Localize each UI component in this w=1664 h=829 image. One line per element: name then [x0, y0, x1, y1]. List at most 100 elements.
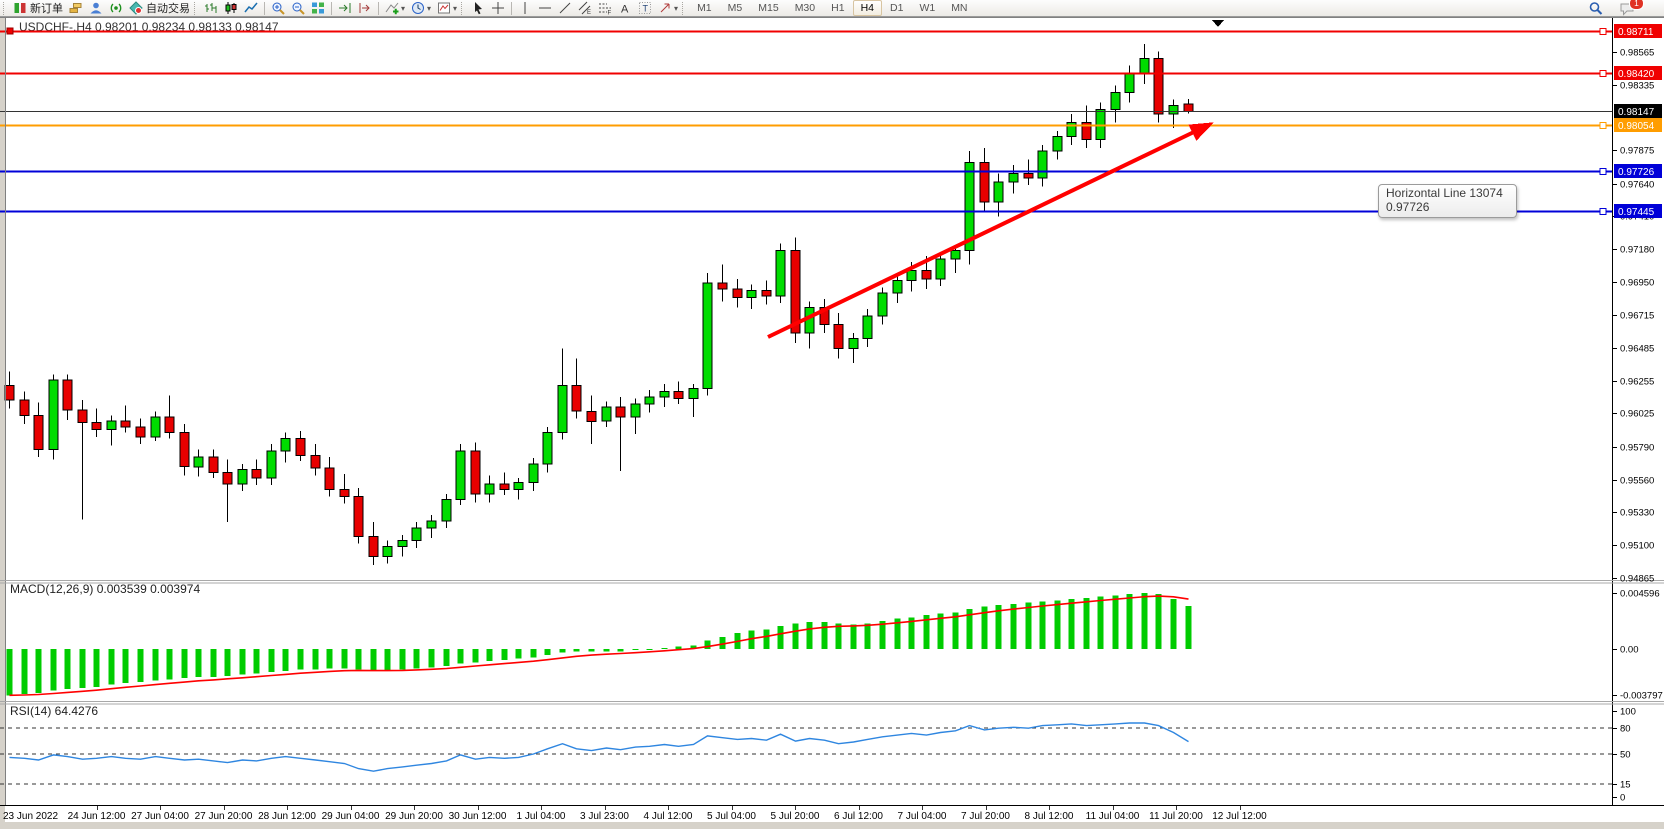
- text-label-tool-button[interactable]: T: [635, 1, 655, 16]
- bar-chart-mode-button[interactable]: [201, 1, 221, 16]
- crosshair-tool-button[interactable]: [488, 1, 508, 16]
- vertical-line-icon: [524, 2, 526, 14]
- macd-histogram-bar: [1126, 594, 1133, 649]
- candle-body: [1052, 136, 1063, 152]
- time-axis-label: 6 Jul 12:00: [834, 811, 883, 822]
- line-handle[interactable]: [1599, 208, 1607, 215]
- hline-left-handle[interactable]: [6, 27, 14, 35]
- cursor-icon: [475, 2, 483, 15]
- candle-body: [790, 250, 801, 334]
- fibonacci-tool-button[interactable]: F: [595, 1, 615, 16]
- candle-body: [339, 489, 350, 498]
- arrows-tool-button[interactable]: ▾: [655, 1, 681, 16]
- macd-histogram-bar: [384, 649, 391, 671]
- rsi-tick-label: 100: [1620, 707, 1636, 718]
- candlestick-mode-button[interactable]: [221, 1, 241, 16]
- indicators-button[interactable]: ▾: [382, 1, 408, 16]
- signals-button[interactable]: [106, 1, 126, 16]
- community-button[interactable]: [86, 1, 106, 16]
- timeframe-M5[interactable]: M5: [727, 2, 743, 14]
- dropdown-caret-icon: ▾: [401, 3, 406, 13]
- candle-body: [761, 289, 772, 297]
- candle-body: [1037, 150, 1048, 179]
- gold-ingot-icon: [69, 3, 82, 13]
- channel-tool-button[interactable]: E: [575, 1, 595, 16]
- horizontal-line-tool-button[interactable]: [535, 1, 555, 16]
- candle-body: [1124, 73, 1135, 94]
- macd-histogram-bar: [544, 649, 551, 656]
- line-chart-mode-button[interactable]: [241, 1, 261, 16]
- new-order-icon: [14, 3, 26, 13]
- macd-histogram-bar: [312, 649, 319, 670]
- candle-body: [19, 399, 30, 417]
- price-tick-label: 0.94865: [1620, 574, 1654, 585]
- candle-body: [368, 536, 379, 557]
- line-handle[interactable]: [1599, 168, 1607, 175]
- candle-body: [892, 279, 903, 294]
- vertical-line-tool-button[interactable]: [515, 1, 535, 16]
- time-axis-label: 29 Jun 04:00: [322, 811, 380, 822]
- macd-histogram-bar: [443, 649, 450, 667]
- chart-shift-marker[interactable]: [1212, 20, 1224, 27]
- line-handle[interactable]: [1599, 122, 1607, 129]
- search-icon: [1589, 1, 1603, 15]
- macd-histogram-bar: [1185, 605, 1192, 649]
- timeframe-W1[interactable]: W1: [919, 2, 936, 14]
- tile-windows-button[interactable]: [308, 1, 328, 16]
- macd-histogram-bar: [1054, 600, 1061, 649]
- timeframe-H1[interactable]: H1: [831, 2, 845, 14]
- candle-body: [557, 385, 568, 434]
- text-tool-button[interactable]: A: [615, 1, 635, 16]
- chart-shift-button[interactable]: [355, 1, 375, 16]
- templates-button[interactable]: ▾: [434, 1, 460, 16]
- timeframe-M15[interactable]: M15: [758, 2, 779, 14]
- timeframe-M30[interactable]: M30: [794, 2, 816, 14]
- timeframe-MN[interactable]: MN: [951, 2, 968, 14]
- candle-body: [310, 454, 321, 469]
- macd-histogram-bar: [864, 623, 871, 649]
- chat-unread-badge: 1: [1629, 0, 1644, 10]
- timeframe-H4[interactable]: H4: [852, 0, 882, 16]
- periods-button[interactable]: ▾: [408, 1, 434, 16]
- macd-tick-label: 0.00: [1620, 645, 1639, 656]
- gold-button[interactable]: [66, 1, 86, 16]
- candle-body: [935, 258, 946, 280]
- macd-histogram-bar: [93, 649, 100, 687]
- trend-arrow-object[interactable]: [767, 122, 1215, 339]
- time-axis-label: 7 Jul 04:00: [898, 811, 947, 822]
- line-handle[interactable]: [1599, 28, 1607, 35]
- macd-histogram-bar: [632, 649, 639, 651]
- candle-body: [732, 288, 743, 298]
- macd-histogram-bar: [224, 649, 231, 676]
- zoom-in-button[interactable]: [268, 1, 288, 16]
- timeframe-M1[interactable]: M1: [697, 2, 712, 14]
- trendline-tool-button[interactable]: [555, 1, 575, 16]
- chat-button[interactable]: 1: [1616, 0, 1644, 16]
- candle-body: [280, 437, 291, 452]
- candle-body: [426, 520, 437, 529]
- macd-histogram-bar: [472, 649, 479, 663]
- timeframe-D1[interactable]: D1: [890, 2, 904, 14]
- macd-histogram-bar: [1068, 599, 1075, 649]
- tile-windows-icon: [312, 2, 324, 14]
- candle-body: [964, 161, 975, 251]
- candle-body: [819, 306, 830, 325]
- candle-body: [295, 437, 306, 456]
- macd-histogram-bar: [297, 649, 304, 670]
- macd-histogram-bar: [210, 649, 217, 677]
- macd-histogram-bar: [166, 649, 173, 680]
- cursor-tool-button[interactable]: [468, 1, 488, 16]
- macd-histogram-bar: [646, 649, 653, 650]
- line-handle[interactable]: [1599, 70, 1607, 77]
- new-order-button[interactable]: 新订单: [10, 1, 66, 16]
- zoom-out-button[interactable]: [288, 1, 308, 16]
- macd-histogram-bar: [559, 649, 566, 653]
- macd-signal-line: [9, 595, 1189, 697]
- rsi-tick-label: 50: [1620, 750, 1631, 761]
- macd-histogram-bar: [6, 649, 13, 696]
- price-badge-text: 0.98711: [1618, 27, 1654, 38]
- auto-trading-button[interactable]: 自动交易: [126, 1, 193, 16]
- auto-scroll-button[interactable]: [335, 1, 355, 16]
- search-button[interactable]: [1585, 1, 1606, 16]
